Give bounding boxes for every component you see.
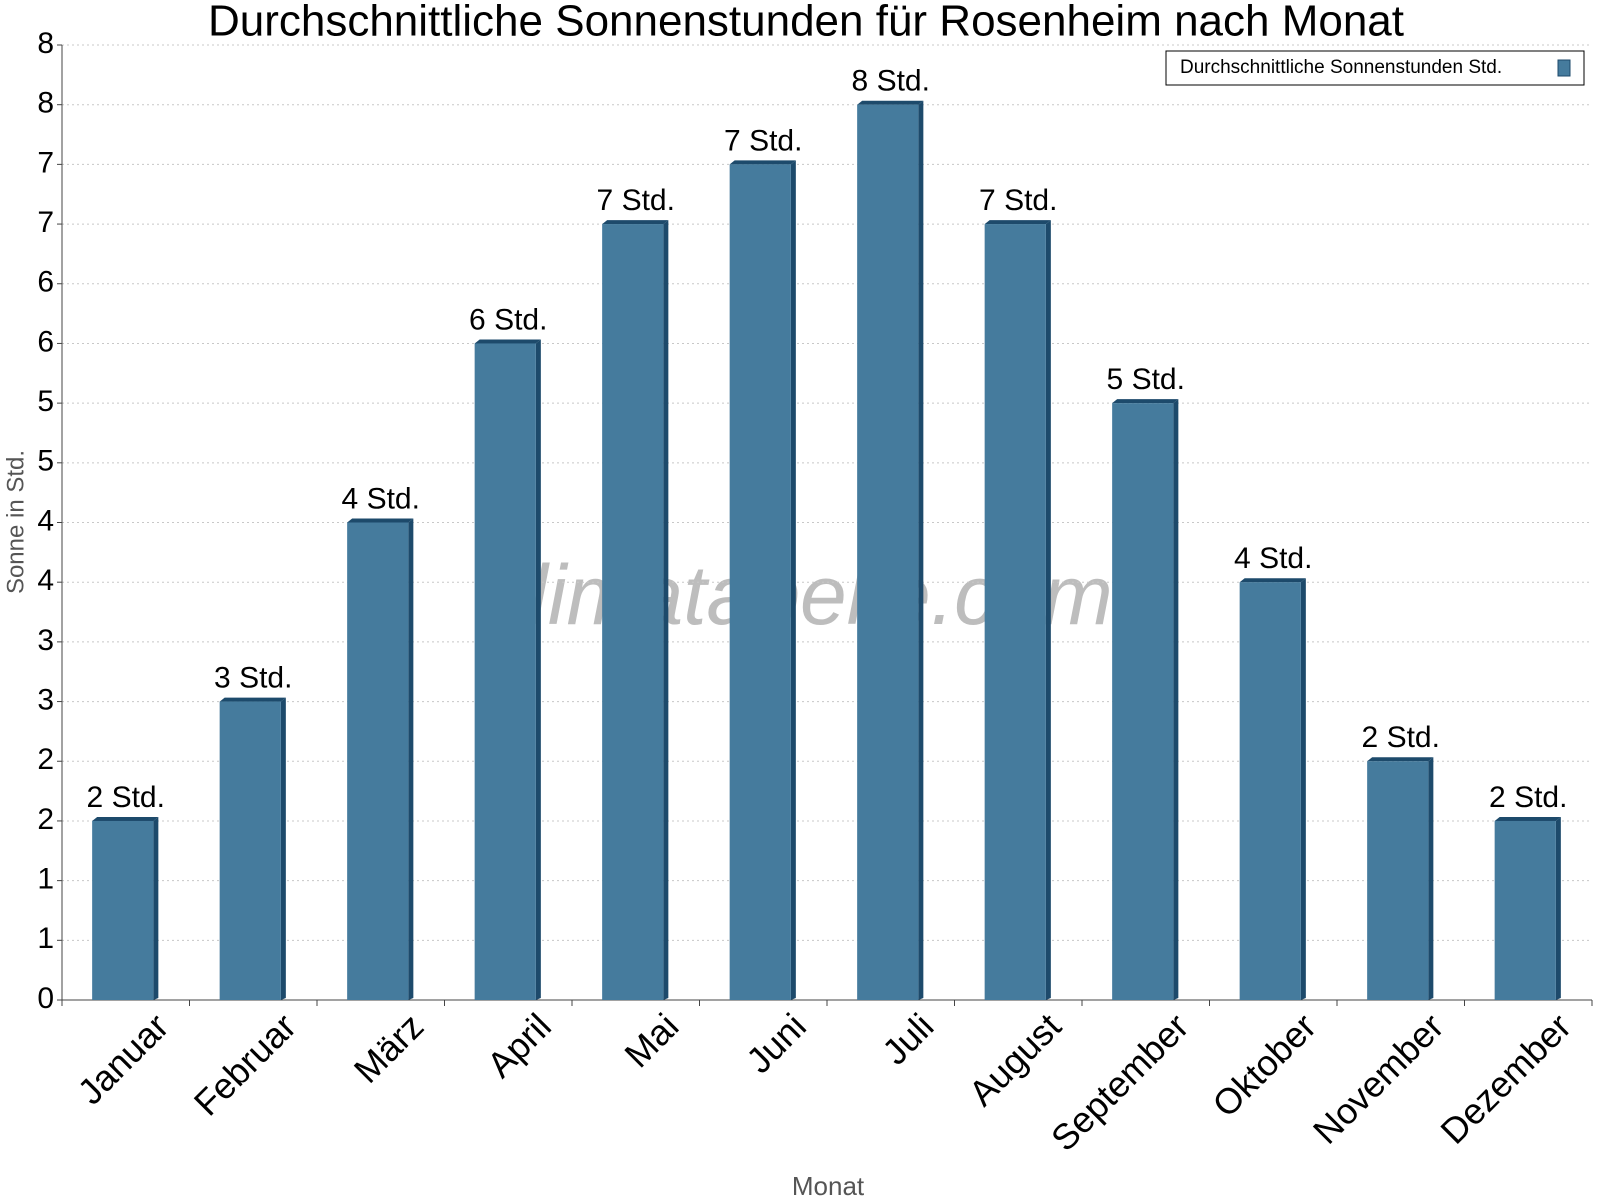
y-tick-label: 4	[37, 564, 54, 597]
bar	[857, 104, 919, 1000]
bar-side	[153, 816, 159, 1000]
bar	[1112, 403, 1174, 1000]
chart-title: Durchschnittliche Sonnenstunden für Rose…	[208, 0, 1404, 46]
bar-top	[1367, 757, 1434, 762]
y-tick-label: 6	[37, 325, 54, 358]
data-label: 5 Std.	[1107, 363, 1185, 396]
bar-top	[1239, 578, 1306, 583]
legend-swatch	[1557, 59, 1571, 77]
data-label: 7 Std.	[597, 184, 675, 217]
bar-top	[1112, 399, 1179, 404]
bar-side	[1045, 220, 1051, 1000]
y-tick-label: 0	[37, 982, 54, 1015]
data-label: 2 Std.	[1489, 781, 1567, 814]
bar-top	[729, 160, 796, 165]
y-tick-label: 5	[37, 445, 54, 478]
bar-top	[219, 697, 286, 702]
bar	[92, 820, 154, 1000]
data-label: 2 Std.	[1362, 721, 1440, 754]
bar-top	[92, 816, 159, 821]
data-label: 6 Std.	[469, 303, 547, 336]
bar-side	[1428, 757, 1434, 1000]
bar	[219, 701, 281, 1000]
bar-top	[474, 339, 541, 344]
y-tick-label: 5	[37, 385, 54, 418]
y-tick-label: 1	[37, 922, 54, 955]
y-axis-label: Sonne in Std.	[2, 450, 29, 594]
bar-side	[280, 697, 286, 1000]
bar	[984, 224, 1046, 1000]
bar-side	[663, 220, 669, 1000]
legend-box	[1165, 50, 1585, 86]
bar-top	[857, 100, 924, 105]
bar	[1494, 820, 1556, 1000]
legend-label: Durchschnittliche Sonnenstunden Std.	[1180, 57, 1502, 78]
bar-side	[918, 100, 924, 1000]
data-label: 4 Std.	[342, 482, 420, 515]
y-tick-label: 7	[37, 146, 54, 179]
bar-side	[408, 518, 414, 1000]
y-tick-label: 3	[37, 683, 54, 716]
data-label: 7 Std.	[979, 184, 1057, 217]
bar-top	[1494, 816, 1561, 821]
bar	[1239, 582, 1301, 1000]
data-label: 2 Std.	[87, 781, 165, 814]
bar-top	[984, 220, 1051, 225]
y-tick-label: 2	[37, 803, 54, 836]
y-tick-label: 8	[37, 27, 54, 60]
y-tick-label: 1	[37, 863, 54, 896]
bar-side	[1555, 816, 1561, 1000]
bar-side	[535, 339, 541, 1000]
bar	[602, 224, 664, 1000]
bar-side	[790, 160, 796, 1000]
bar-side	[1173, 399, 1179, 1000]
data-label: 8 Std.	[852, 65, 930, 98]
bar-top	[602, 220, 669, 225]
bar	[729, 164, 791, 1000]
data-label: 4 Std.	[1234, 542, 1312, 575]
y-tick-label: 4	[37, 504, 54, 537]
bar	[474, 343, 536, 1000]
y-tick-label: 8	[37, 87, 54, 120]
y-tick-label: 7	[37, 206, 54, 239]
bar-side	[1300, 578, 1306, 1000]
bar	[347, 522, 409, 1000]
data-label: 3 Std.	[214, 661, 292, 694]
x-axis-label: Monat	[792, 1171, 865, 1200]
y-tick-label: 6	[37, 266, 54, 299]
bar	[1367, 761, 1429, 1000]
data-label: 7 Std.	[724, 124, 802, 157]
bar-top	[347, 518, 414, 523]
y-tick-label: 3	[37, 624, 54, 657]
y-tick-label: 2	[37, 743, 54, 776]
